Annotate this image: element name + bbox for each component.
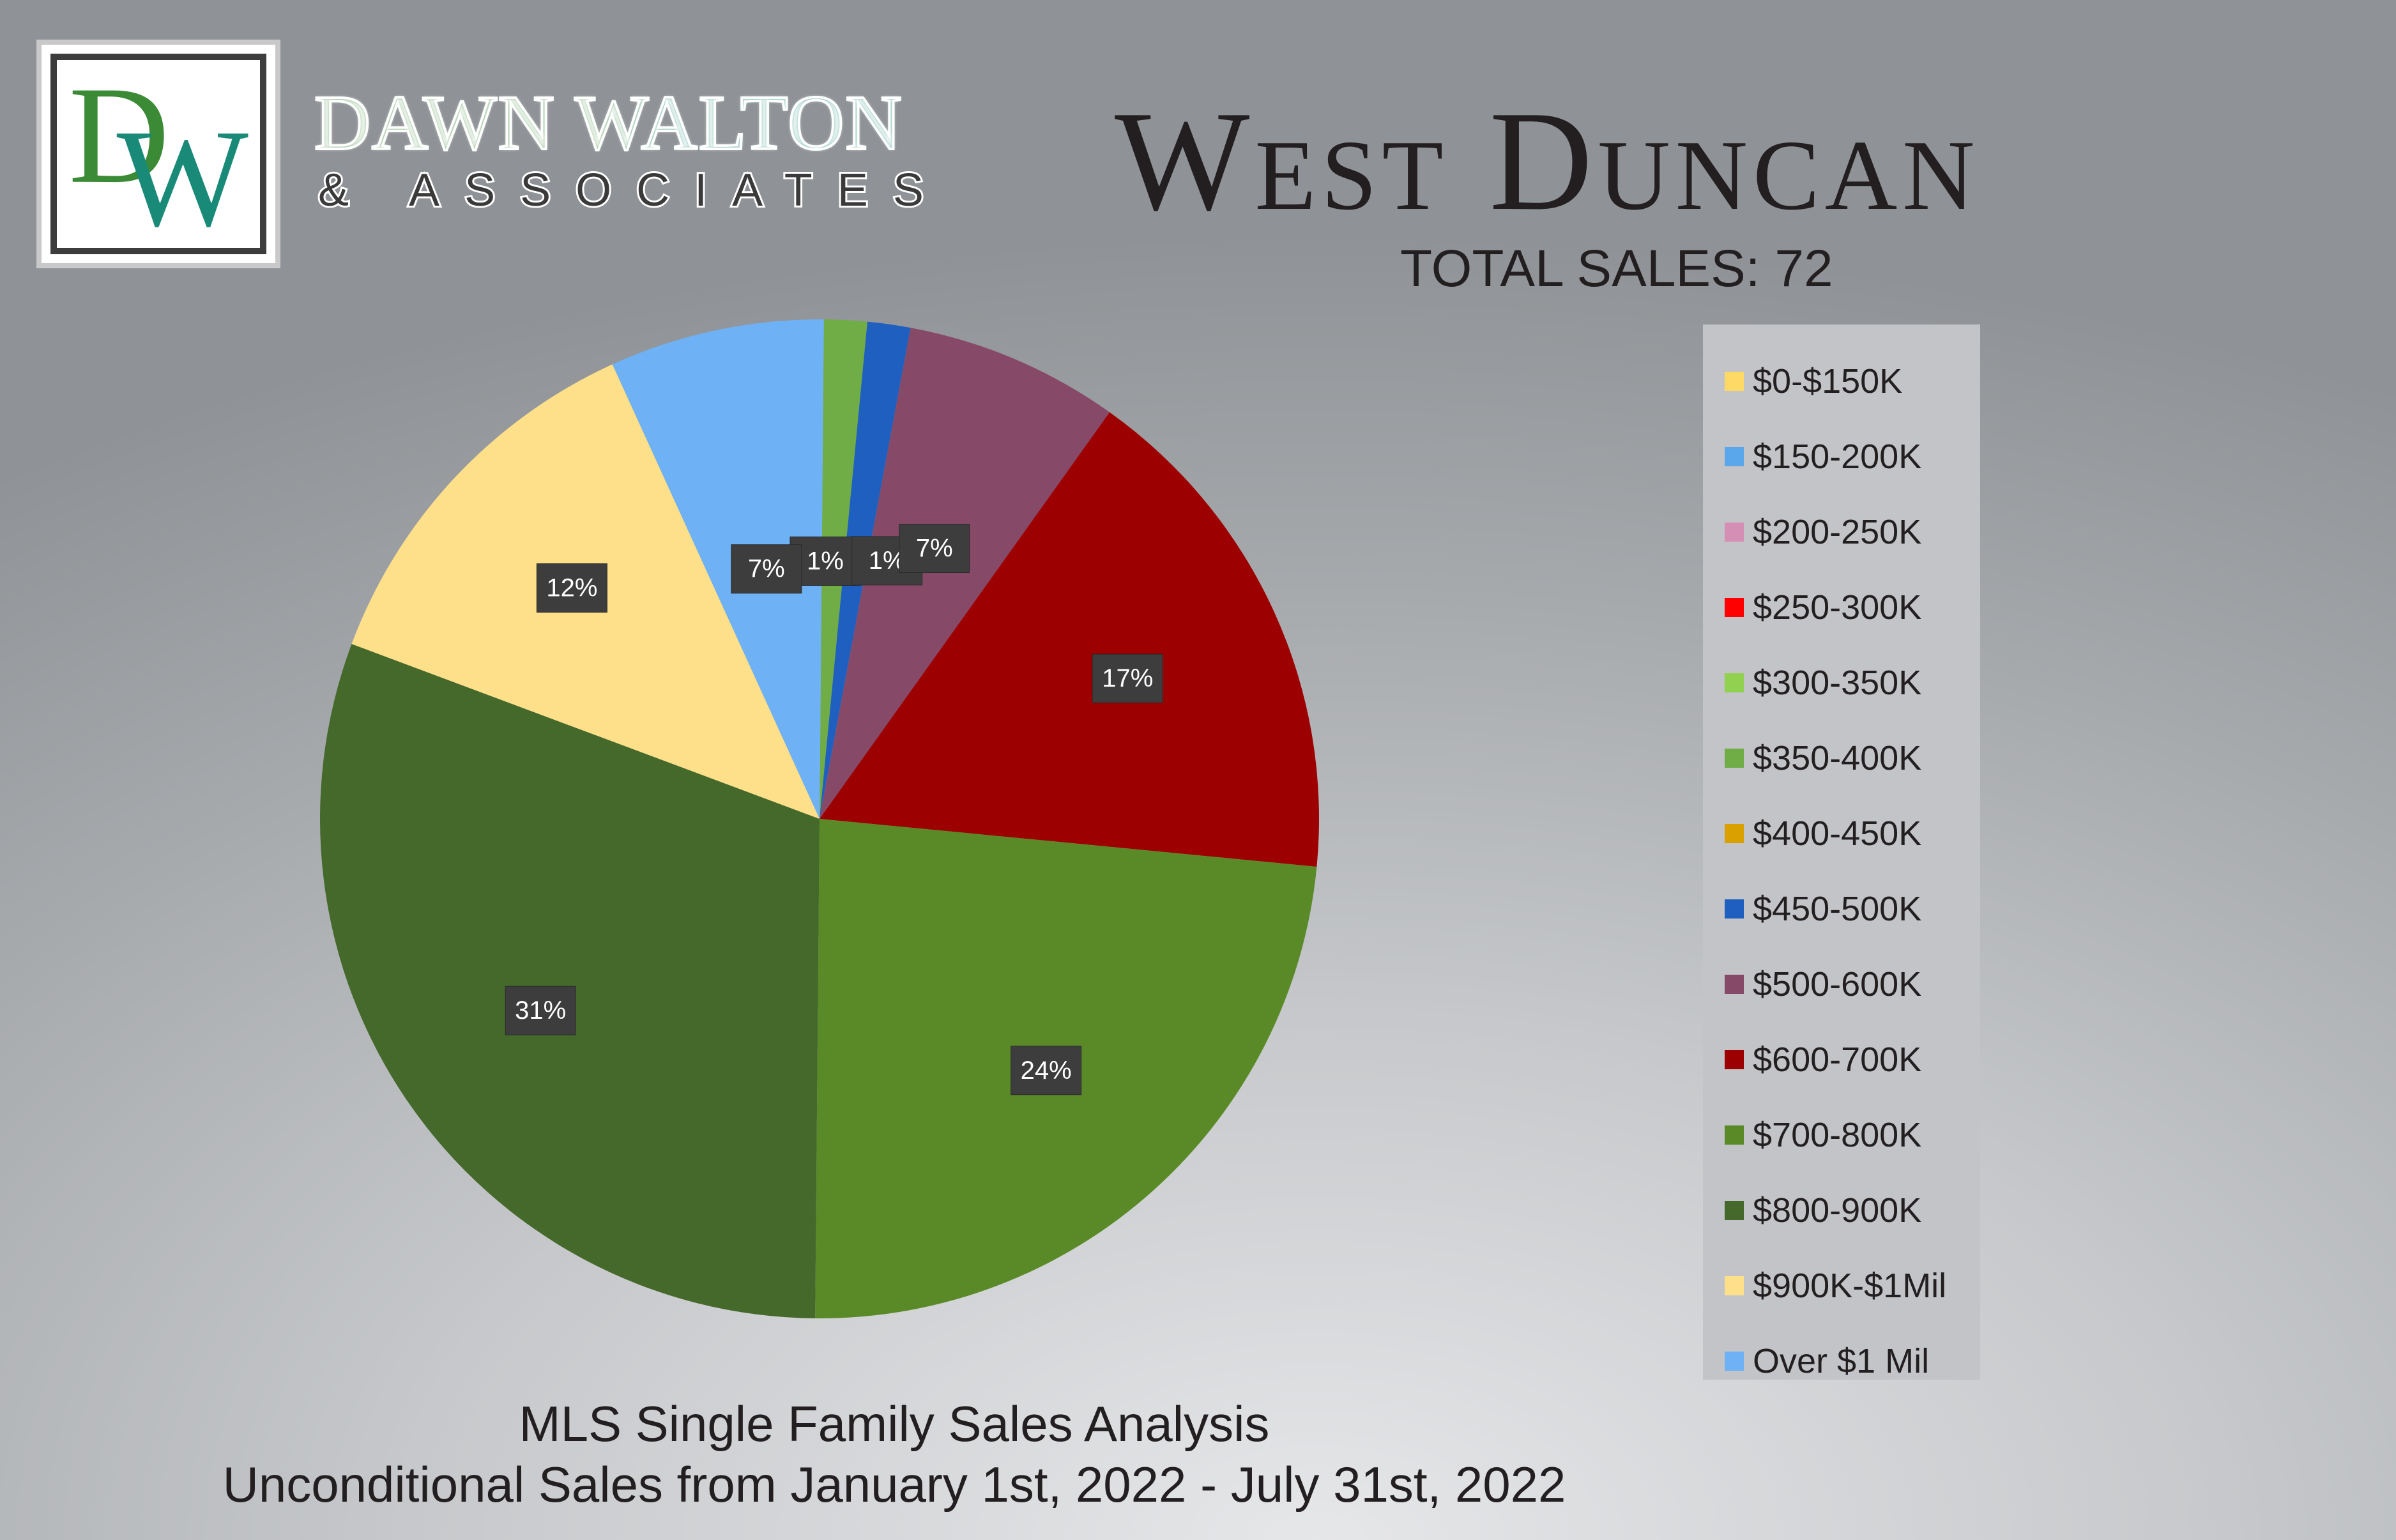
data-label-box: [1092, 653, 1163, 703]
data-label: 12%: [546, 574, 597, 602]
pie-slice-600-700k: [820, 412, 1319, 867]
legend-swatch: [1725, 1125, 1744, 1145]
page-title: West Duncan: [1115, 82, 1980, 240]
dw-monogram-icon: D W: [68, 60, 248, 248]
chart-legend: $0-$150K $150-200K $200-250K $250-300K $300-…: [1703, 324, 1980, 1380]
legend-item: $450-500K: [1703, 871, 1980, 947]
total-sales: TOTAL SALES: 72: [1400, 240, 1833, 298]
pie-slice-800-900k: [319, 644, 820, 1318]
legend-label: $150-200K: [1753, 438, 1922, 476]
legend-label: $400-450K: [1753, 814, 1922, 853]
legend-item: $150-200K: [1703, 419, 1980, 494]
legend-label: $0-$150K: [1753, 362, 1903, 400]
legend-swatch: [1725, 522, 1744, 542]
legend-label: $350-400K: [1753, 739, 1922, 777]
legend-label: $800-900K: [1753, 1191, 1922, 1230]
legend-item: $350-400K: [1703, 720, 1980, 796]
pie-slice-500-600k: [820, 328, 1110, 819]
legend-label: $700-800K: [1753, 1116, 1922, 1154]
legend-swatch: [1725, 673, 1744, 692]
logo: D W: [36, 40, 280, 268]
data-label-box: [731, 544, 802, 594]
data-label: 7%: [916, 535, 953, 563]
legend-item: $300-350K: [1703, 645, 1980, 720]
legend-item: Over $1 Mil: [1703, 1323, 1980, 1399]
brand-name: DAWN WALTON: [313, 80, 903, 166]
legend-item: $700-800K: [1703, 1097, 1980, 1173]
legend-label: $600-700K: [1753, 1041, 1922, 1079]
legend-item: $250-300K: [1703, 570, 1980, 645]
data-label-box: [505, 986, 576, 1035]
legend-label: $300-350K: [1753, 664, 1922, 702]
pie-slice-over-1-mil: [612, 319, 824, 820]
data-label: 1%: [807, 547, 844, 576]
data-label-group: 7%: [731, 544, 802, 594]
legend-swatch: [1725, 447, 1744, 466]
legend-swatch: [1725, 372, 1744, 391]
legend-label: $900K-$1Mil: [1753, 1267, 1947, 1305]
data-label: 31%: [515, 996, 566, 1025]
legend-label: $500-600K: [1753, 965, 1922, 1003]
legend-item: $400-450K: [1703, 796, 1980, 871]
data-label: 24%: [1021, 1056, 1072, 1085]
data-label-box: [899, 524, 970, 574]
data-label-box: [536, 563, 607, 613]
legend-item: $200-250K: [1703, 494, 1980, 570]
legend-item: $600-700K: [1703, 1022, 1980, 1097]
legend-swatch: [1725, 1276, 1744, 1295]
svg-text:D: D: [68, 60, 169, 213]
legend-swatch: [1725, 1201, 1744, 1220]
legend-swatch: [1725, 749, 1744, 768]
legend-label: $200-250K: [1753, 513, 1922, 551]
legend-swatch: [1725, 1352, 1744, 1371]
footer-subtitle: MLS Single Family Sales Analysis: [519, 1396, 1270, 1452]
data-label-group: 17%: [1092, 653, 1163, 703]
legend-item: $800-900K: [1703, 1173, 1980, 1248]
logo-monogram: D W: [50, 54, 266, 254]
legend-label: Over $1 Mil: [1753, 1342, 1930, 1380]
data-label-group: 7%: [899, 524, 970, 574]
legend-item: $500-600K: [1703, 947, 1980, 1022]
legend-swatch: [1725, 598, 1744, 617]
legend-swatch: [1725, 975, 1744, 994]
svg-text:W: W: [117, 101, 248, 248]
brand-subtitle: & ASSOCIATES: [316, 165, 949, 216]
legend-label: $250-300K: [1753, 588, 1922, 627]
data-label-group: 31%: [505, 986, 576, 1035]
legend-swatch: [1725, 824, 1744, 843]
data-label: 17%: [1102, 664, 1153, 692]
data-label: 7%: [748, 555, 785, 583]
legend-swatch: [1725, 899, 1744, 919]
data-label-group: 24%: [1011, 1046, 1082, 1095]
legend-item: $900K-$1Mil: [1703, 1248, 1980, 1323]
legend-swatch: [1725, 1050, 1744, 1069]
legend-label: $450-500K: [1753, 890, 1922, 928]
data-label-box: [1011, 1046, 1082, 1095]
legend-item: $0-$150K: [1703, 344, 1980, 419]
footer-date-range: Unconditional Sales from January 1st, 20…: [222, 1456, 1566, 1513]
data-label-group: 12%: [536, 563, 607, 613]
